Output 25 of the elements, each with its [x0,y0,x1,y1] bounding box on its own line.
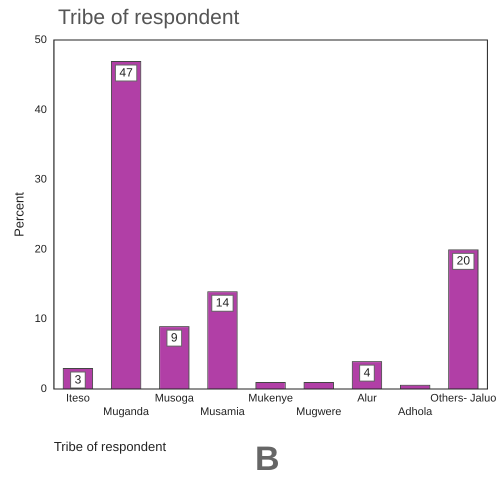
y-tick-label: 30 [34,174,47,186]
x-tick-label: Muganda [103,406,150,418]
text: B [255,440,280,479]
x-axis-title: Tribe of respondent [54,438,166,454]
data-label: 3 [74,372,82,386]
x-tick-label: Musamia [200,406,246,418]
x-tick-label: Adhola [398,406,434,418]
x-tick-label: Mugwere [296,406,342,418]
y-tick-label: 40 [34,104,47,116]
x-tick-label: Mukenye [248,392,293,405]
x-tick-label: Musoga [154,392,195,405]
x-tick-label: Iteso [66,392,90,405]
y-tick-label: 10 [34,313,47,326]
data-label: 9 [170,330,178,344]
y-axis-title: Percent [11,192,26,237]
data-label: 20 [456,254,470,268]
x-tick-label: Alur [357,392,378,405]
y-tick-label: 20 [34,243,47,256]
y-tick-label: 50 [34,34,47,46]
data-label: 47 [119,65,134,80]
y-tick-label: 0 [40,383,47,396]
x-tick-label: Others- Jaluo [430,392,496,405]
data-label: 4 [364,365,371,380]
chart-title: Tribe of respondent [58,6,240,30]
data-label: 14 [216,296,230,310]
